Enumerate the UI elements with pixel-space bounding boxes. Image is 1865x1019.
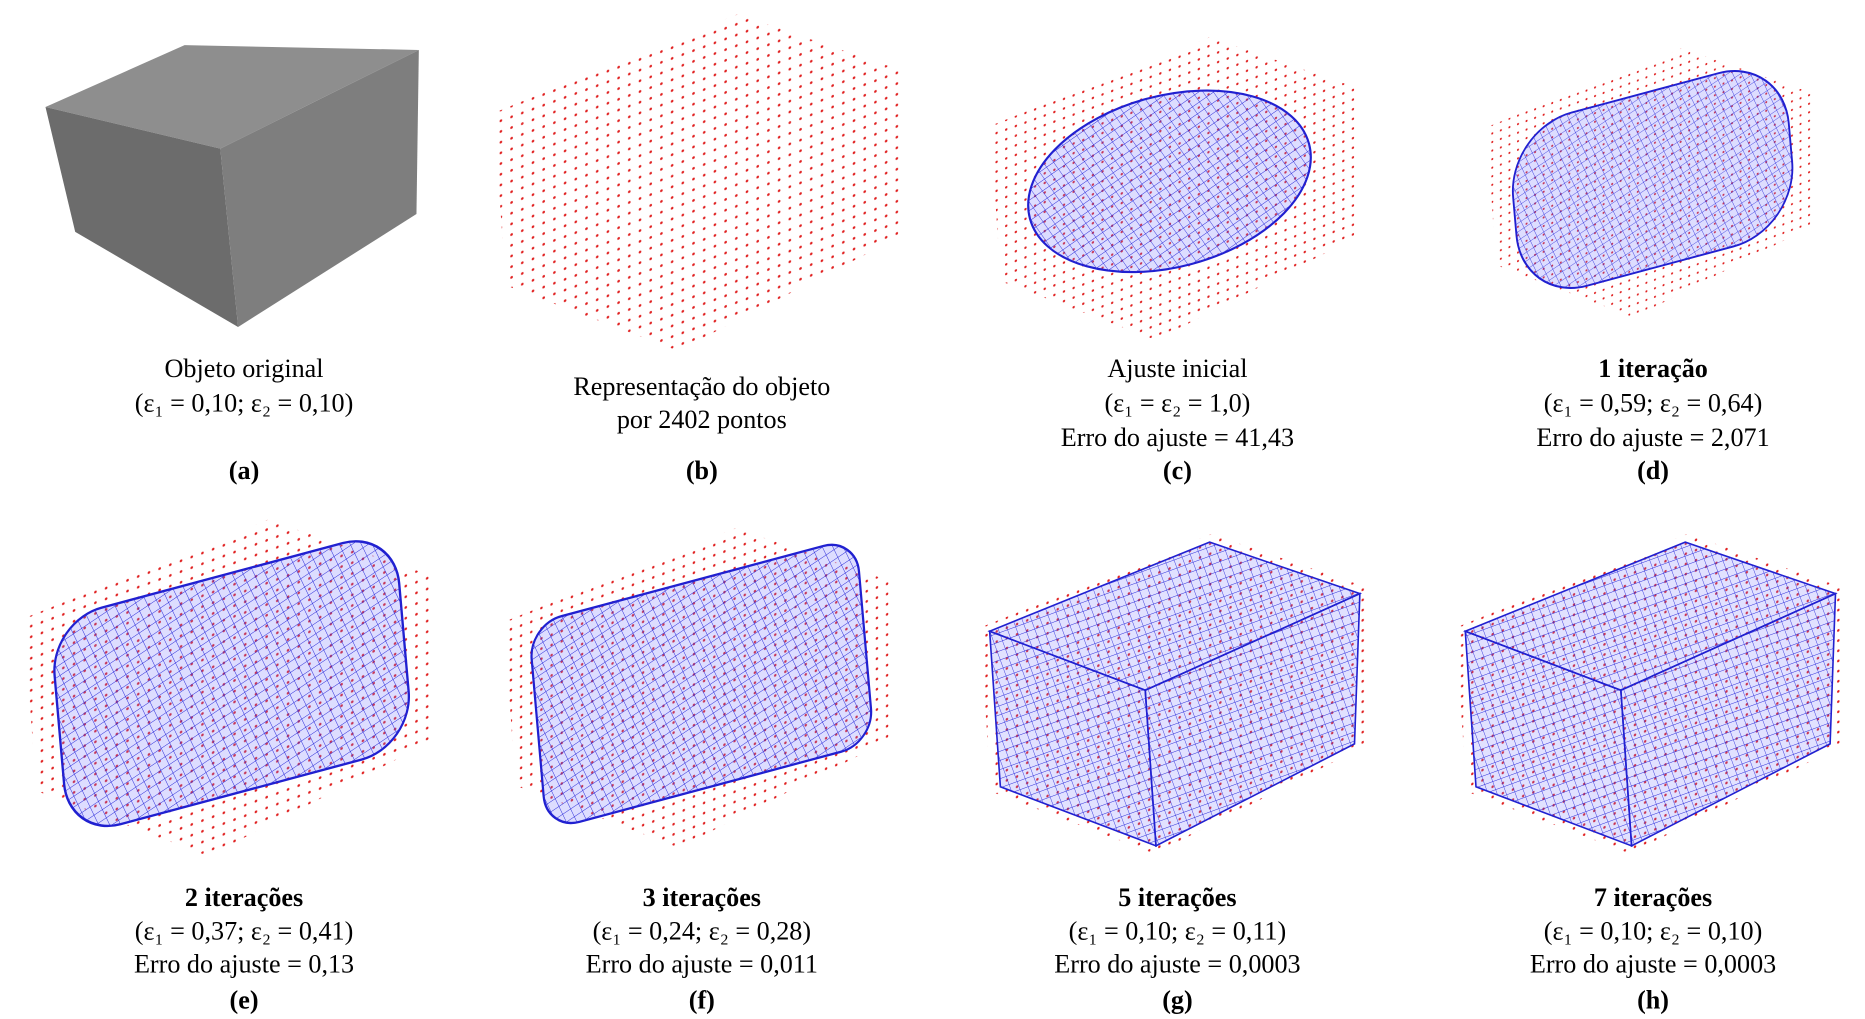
caption-line: (ε₁ = 0,10; ε₂ = 0,11) <box>1069 916 1287 945</box>
caption-line: Erro do ajuste = 0,0003 <box>1054 950 1300 979</box>
panel-label: (e) <box>230 985 259 1014</box>
figure: Objeto original (ε₁ = 0,10; ε₂ = 0,10) (a)… <box>0 0 1865 1019</box>
caption-title: 7 iterações <box>1594 883 1712 912</box>
caption-title: Ajuste inicial <box>1107 354 1247 383</box>
caption-title: 2 iterações <box>185 883 303 912</box>
panel-drawing <box>1455 534 1845 854</box>
caption-line: (ε₁ = ε₂ = 1,0) <box>1104 388 1250 417</box>
caption-line: (ε₁ = 0,59; ε₂ = 0,64) <box>1544 388 1763 417</box>
panel-drawing <box>24 520 434 856</box>
caption-title: Representação do objeto <box>573 372 830 401</box>
page: Objeto original (ε₁ = 0,10; ε₂ = 0,10) (a)… <box>0 0 1865 1019</box>
caption-title: Objeto original <box>165 354 324 383</box>
caption-line: Erro do ajuste = 0,011 <box>586 950 818 979</box>
panel-drawing <box>990 37 1359 340</box>
caption-line: (ε₁ = 0,37; ε₂ = 0,41) <box>135 916 354 945</box>
panel-drawing <box>504 528 894 848</box>
caption-line: (ε₁ = 0,24; ε₂ = 0,28) <box>593 916 812 945</box>
panel-label: (d) <box>1637 456 1669 485</box>
superquadric-mesh <box>1507 56 1798 303</box>
panel-label: (h) <box>1637 985 1669 1014</box>
caption-line: por 2402 pontos <box>617 405 787 434</box>
caption-title: 3 iterações <box>643 883 761 912</box>
panel-drawing <box>980 534 1370 854</box>
caption-line: Erro do ajuste = 2,071 <box>1536 423 1769 452</box>
panel-label: (g) <box>1162 985 1192 1014</box>
panel-label: (a) <box>229 456 259 485</box>
caption-line: (ε₁ = 0,10; ε₂ = 0,10) <box>135 388 354 417</box>
caption-title: 1 iteração <box>1598 354 1708 383</box>
panel-label: (c) <box>1163 456 1192 485</box>
caption-title: 5 iterações <box>1118 883 1236 912</box>
caption-line: Erro do ajuste = 0,0003 <box>1530 950 1776 979</box>
superquadric-mesh <box>529 537 874 830</box>
caption-line: (ε₁ = 0,10; ε₂ = 0,10) <box>1544 916 1763 945</box>
caption-line: Erro do ajuste = 41,43 <box>1061 423 1294 452</box>
panel-drawing <box>494 14 904 350</box>
panel-label: (b) <box>686 456 718 485</box>
panel-drawing <box>1487 48 1815 317</box>
panel-label: (f) <box>689 985 715 1014</box>
gray-box <box>45 45 418 327</box>
superquadric-fit <box>990 542 1360 846</box>
caption-line: Erro do ajuste = 0,13 <box>134 950 354 979</box>
superquadric-fit <box>1465 542 1835 846</box>
superquadric-mesh <box>50 529 413 838</box>
